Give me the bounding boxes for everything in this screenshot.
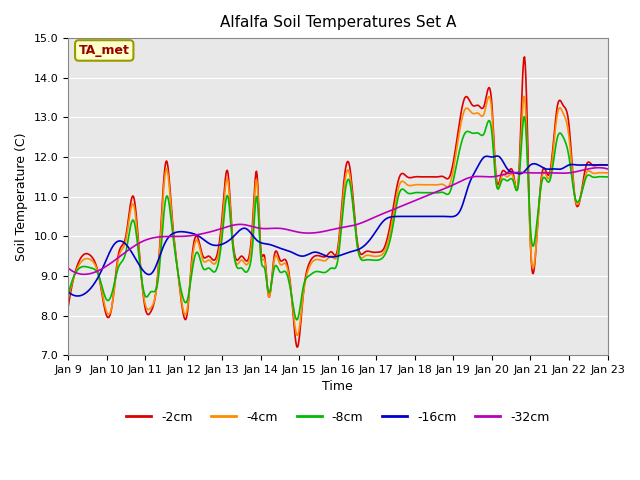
-8cm: [530, 241, 538, 247]
-2cm: [97, 286, 105, 291]
-2cm: [392, 187, 400, 193]
-8cm: [474, 130, 482, 136]
X-axis label: Time: Time: [323, 381, 353, 394]
-2cm: [604, 162, 611, 168]
-4cm: [604, 170, 611, 176]
-2cm: [408, 175, 416, 180]
-2cm: [530, 268, 538, 274]
-32cm: [81, 271, 88, 277]
-32cm: [98, 266, 106, 272]
-8cm: [293, 317, 301, 323]
-32cm: [378, 211, 386, 217]
Y-axis label: Soil Temperature (C): Soil Temperature (C): [15, 132, 28, 261]
-8cm: [521, 114, 529, 120]
-8cm: [378, 255, 386, 261]
-32cm: [604, 166, 611, 172]
-4cm: [474, 110, 482, 116]
-8cm: [392, 204, 400, 210]
Line: -8cm: -8cm: [68, 117, 607, 320]
Line: -4cm: -4cm: [68, 96, 607, 335]
Legend: -2cm, -4cm, -8cm, -16cm, -32cm: -2cm, -4cm, -8cm, -16cm, -32cm: [121, 406, 554, 429]
-4cm: [521, 94, 529, 99]
-8cm: [408, 191, 416, 196]
Line: -2cm: -2cm: [68, 57, 607, 347]
-4cm: [378, 252, 386, 258]
Line: -32cm: -32cm: [68, 168, 607, 274]
-32cm: [392, 205, 400, 211]
-16cm: [64, 289, 72, 295]
-16cm: [604, 162, 611, 168]
-4cm: [64, 297, 72, 302]
-32cm: [595, 165, 603, 170]
-8cm: [604, 174, 611, 180]
-32cm: [408, 199, 416, 204]
-16cm: [408, 214, 416, 219]
Line: -16cm: -16cm: [68, 156, 607, 296]
-2cm: [64, 305, 72, 311]
-16cm: [378, 220, 386, 226]
-4cm: [408, 182, 416, 188]
-4cm: [392, 196, 400, 202]
Title: Alfalfa Soil Temperatures Set A: Alfalfa Soil Temperatures Set A: [220, 15, 456, 30]
Text: TA_met: TA_met: [79, 44, 130, 57]
-16cm: [493, 153, 500, 159]
-32cm: [64, 265, 72, 271]
-2cm: [474, 102, 482, 108]
-32cm: [529, 170, 537, 176]
-16cm: [392, 214, 400, 219]
-2cm: [294, 344, 301, 350]
-4cm: [293, 332, 301, 338]
-16cm: [474, 164, 482, 169]
-2cm: [378, 248, 386, 254]
-8cm: [97, 280, 105, 286]
-16cm: [74, 293, 81, 299]
-16cm: [98, 267, 106, 273]
-8cm: [64, 293, 72, 299]
-2cm: [521, 54, 529, 60]
-4cm: [97, 284, 105, 290]
-16cm: [530, 161, 538, 167]
-32cm: [474, 174, 482, 180]
-4cm: [530, 263, 538, 269]
